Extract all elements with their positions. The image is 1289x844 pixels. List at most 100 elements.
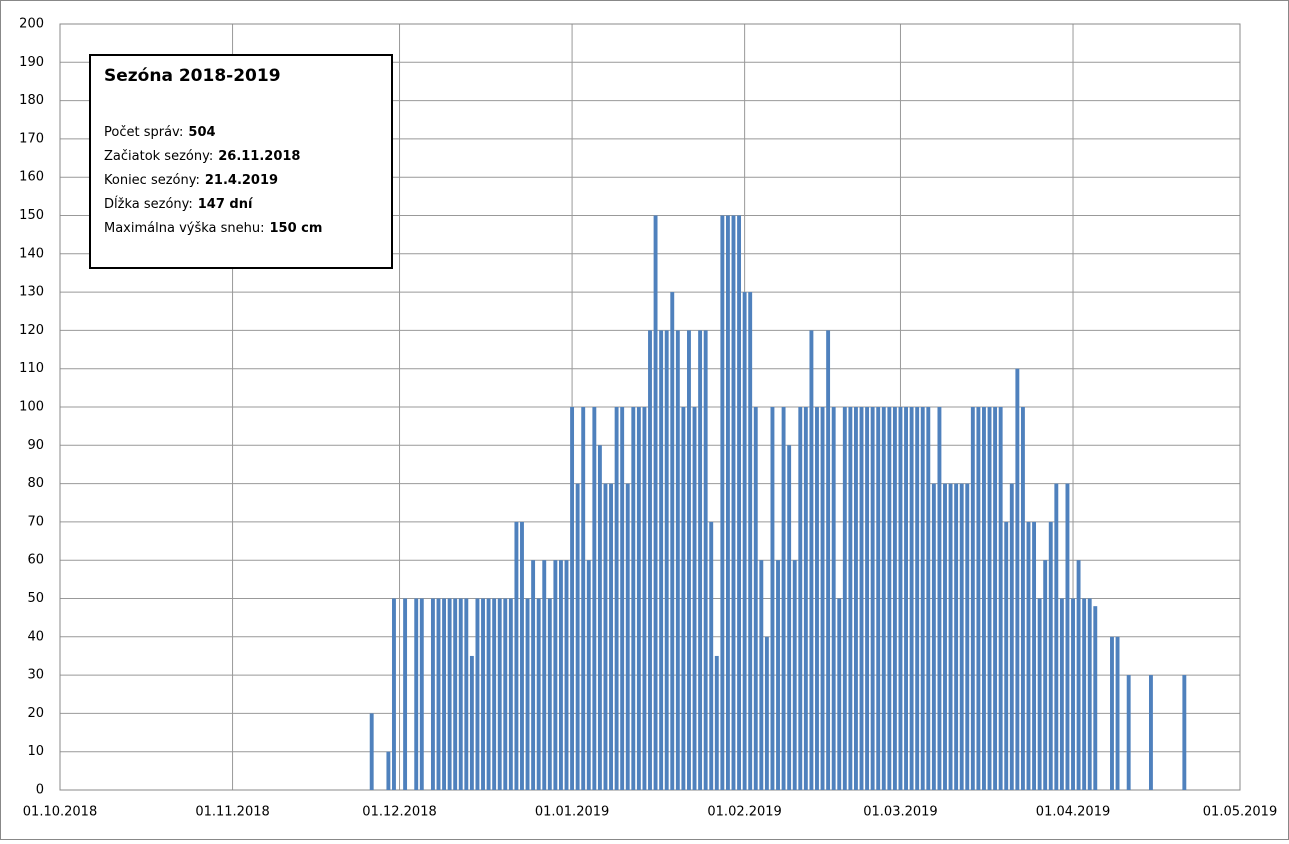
- bar: [542, 560, 547, 790]
- info-line: Začiatok sezóny: 26.11.2018: [104, 149, 300, 164]
- bar: [1065, 483, 1070, 790]
- bar: [753, 407, 758, 790]
- bar: [865, 407, 870, 790]
- bar: [497, 598, 502, 790]
- x-tick-label: 01.12.2018: [362, 805, 436, 820]
- bar: [725, 215, 730, 790]
- info-line: Dĺžka sezóny: 147 dní: [104, 196, 254, 212]
- bar: [475, 598, 480, 790]
- bar: [464, 598, 469, 790]
- x-tick-label: 01.10.2018: [23, 805, 97, 820]
- y-tick-label: 60: [27, 553, 44, 568]
- y-tick-label: 110: [19, 361, 44, 376]
- y-tick-label: 120: [19, 323, 44, 338]
- bar: [692, 407, 697, 790]
- bar: [586, 560, 591, 790]
- y-tick-label: 20: [27, 706, 44, 721]
- bar: [492, 598, 497, 790]
- bar: [993, 407, 998, 790]
- bar: [419, 598, 424, 790]
- y-tick-label: 160: [19, 170, 44, 185]
- bar: [876, 407, 881, 790]
- bar: [458, 598, 463, 790]
- bar: [837, 598, 842, 790]
- info-label: Koniec sezóny:: [104, 173, 200, 188]
- bar: [1059, 598, 1064, 790]
- bar: [959, 483, 964, 790]
- bar: [848, 407, 853, 790]
- bar: [759, 560, 764, 790]
- bar: [520, 521, 524, 790]
- bar: [943, 483, 947, 790]
- bar: [792, 560, 797, 790]
- bar: [982, 407, 986, 790]
- y-tick-label: 40: [27, 629, 44, 644]
- bar: [603, 483, 608, 790]
- bar: [436, 598, 441, 790]
- info-box: Sezóna 2018-2019 Počet správ: 504 Začiatok…: [89, 54, 393, 269]
- bar: [909, 407, 914, 790]
- bar: [670, 292, 675, 790]
- bar: [514, 521, 519, 790]
- bar: [1182, 675, 1187, 790]
- bar: [553, 560, 558, 790]
- bar: [503, 598, 508, 790]
- bar: [1087, 598, 1092, 790]
- bar: [664, 330, 669, 790]
- bar: [1115, 636, 1120, 790]
- bar: [631, 407, 636, 790]
- bar: [987, 407, 992, 790]
- bar: [948, 483, 953, 790]
- bar: [970, 407, 975, 790]
- bar: [892, 407, 897, 790]
- bar: [764, 636, 769, 790]
- y-tick-label: 150: [19, 208, 44, 223]
- info-box-frame: [89, 54, 393, 269]
- bar: [742, 292, 747, 790]
- bar: [392, 598, 396, 790]
- y-tick-label: 90: [27, 438, 44, 453]
- bar: [531, 560, 536, 790]
- bar: [592, 407, 597, 790]
- x-tick-label: 01.11.2018: [195, 805, 269, 820]
- bar: [1148, 675, 1153, 790]
- info-title: Sezóna 2018-2019: [104, 66, 281, 86]
- bar: [636, 407, 641, 790]
- y-tick-label: 170: [19, 131, 44, 146]
- bar: [687, 330, 691, 790]
- bar: [1009, 483, 1014, 790]
- bar: [853, 407, 858, 790]
- bar: [469, 655, 474, 790]
- bar: [803, 407, 808, 790]
- bar: [570, 407, 575, 790]
- bar: [1071, 598, 1075, 790]
- bar: [881, 407, 886, 790]
- bar: [536, 598, 541, 790]
- info-line: Maximálna výška snehu: 150 cm: [104, 221, 322, 236]
- bar: [1004, 521, 1009, 790]
- bar: [954, 483, 959, 790]
- bar: [820, 407, 825, 790]
- bar: [815, 407, 819, 790]
- y-tick-label: 180: [19, 93, 44, 108]
- bar: [781, 407, 786, 790]
- bar: [653, 215, 658, 790]
- info-line: Koniec sezóny: 21.4.2019: [104, 173, 278, 188]
- bar: [481, 598, 485, 790]
- x-tick-label: 01.03.2019: [863, 805, 937, 820]
- bar: [776, 560, 780, 790]
- x-tick-label: 01.01.2019: [535, 805, 609, 820]
- labels: 0 10 20 30 40 50 60 70 80 90 100 110 120 130 140 150 160…: [19, 17, 1277, 820]
- bar: [1037, 598, 1042, 790]
- bar: [770, 407, 775, 790]
- x-tick-label: 01.05.2019: [1203, 805, 1277, 820]
- info-label: Dĺžka sezóny:: [104, 196, 193, 212]
- bar: [720, 215, 725, 790]
- bar: [447, 598, 452, 790]
- y-tick-label: 10: [27, 744, 44, 759]
- bar: [737, 215, 742, 790]
- bar: [575, 483, 580, 790]
- bar: [826, 330, 831, 790]
- bar: [564, 560, 569, 790]
- bar: [625, 483, 630, 790]
